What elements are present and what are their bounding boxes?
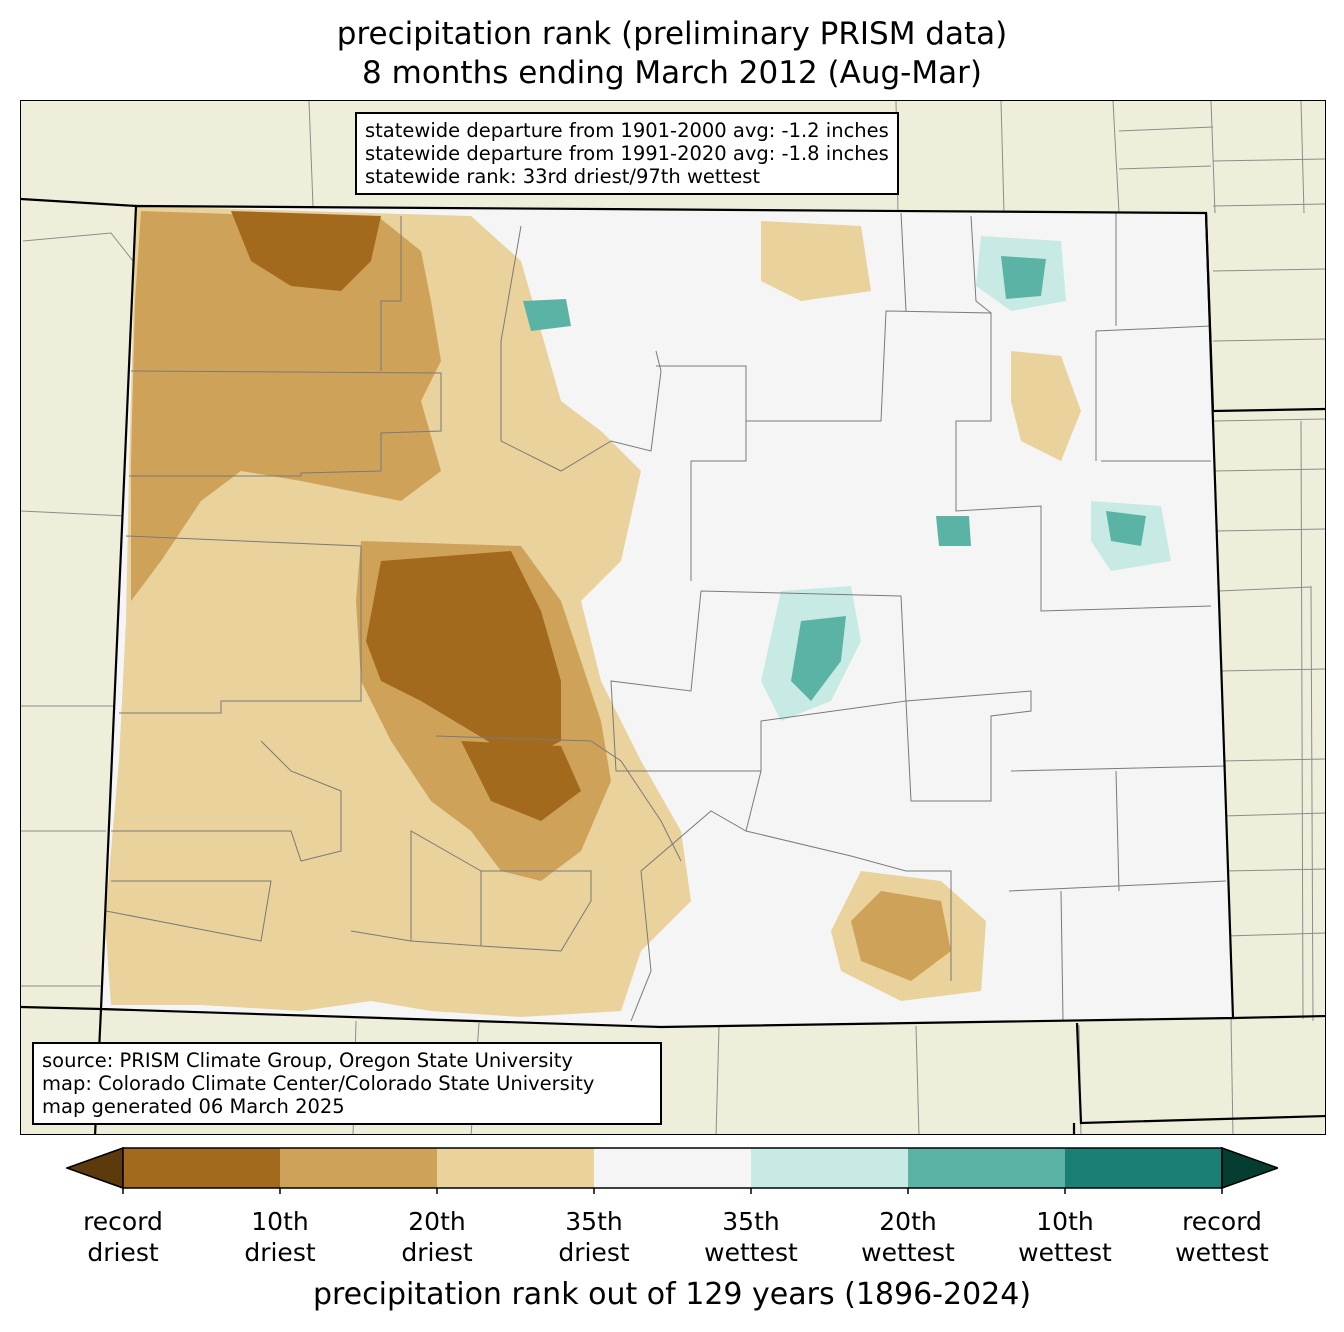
dry-regions bbox=[105, 206, 1081, 1017]
tick-label-line2: wettest bbox=[1018, 1238, 1112, 1267]
colorbar bbox=[66, 1146, 1278, 1194]
colorbar-tick-label: 20th wettest bbox=[828, 1206, 988, 1268]
wet-regions bbox=[523, 236, 1171, 721]
colorbar-outline bbox=[122, 1147, 1223, 1189]
tick-label-line2: wettest bbox=[704, 1238, 798, 1267]
tick-label-line2: wettest bbox=[861, 1238, 955, 1267]
stats-line-1991-2020: statewide departure from 1991-2020 avg: … bbox=[365, 142, 889, 165]
colorbar-tick-label: 35th driest bbox=[514, 1206, 674, 1268]
colorbar-segment bbox=[751, 1148, 908, 1188]
stats-line-rank: statewide rank: 33rd driest/97th wettest bbox=[365, 165, 761, 188]
tick-label-line1: 35th bbox=[722, 1207, 780, 1236]
dry-tier10-central bbox=[366, 551, 561, 761]
colorbar-tick-label: 10th wettest bbox=[985, 1206, 1145, 1268]
tick-label-line2: wettest bbox=[1175, 1238, 1269, 1267]
county-lines bbox=[105, 212, 1227, 1022]
colorbar-tick-label: 10th driest bbox=[200, 1206, 360, 1268]
tick-label-line2: driest bbox=[401, 1238, 473, 1267]
tick-label-line2: driest bbox=[244, 1238, 316, 1267]
colorbar-segment bbox=[1065, 1148, 1222, 1188]
tick-label-line1: 10th bbox=[1036, 1207, 1094, 1236]
colorbar-segment bbox=[594, 1148, 751, 1188]
tick-label-line2: driest bbox=[558, 1238, 630, 1267]
colorbar-label: precipitation rank out of 129 years (189… bbox=[312, 1277, 1032, 1312]
source-line-generated: map generated 06 March 2025 bbox=[42, 1095, 345, 1118]
colorbar-tick-label: 35th wettest bbox=[671, 1206, 831, 1268]
colorbar-tick-label: record wettest bbox=[1142, 1206, 1302, 1268]
tick-label-line1: 10th bbox=[251, 1207, 309, 1236]
wet-tier20-northeast bbox=[1001, 256, 1046, 299]
colorbar-segment bbox=[437, 1148, 594, 1188]
dry-tier10-north bbox=[231, 211, 381, 291]
tick-label-line1: 35th bbox=[565, 1207, 623, 1236]
statewide-stats-box: statewide departure from 1901-2000 avg: … bbox=[355, 112, 899, 195]
source-line-data: source: PRISM Climate Group, Oregon Stat… bbox=[42, 1049, 573, 1072]
map-title-line2: 8 months ending March 2012 (Aug-Mar) bbox=[362, 55, 982, 91]
tick-label-line1: record bbox=[1182, 1207, 1262, 1236]
dry-tier35-northeast bbox=[761, 221, 871, 301]
state-borders bbox=[21, 197, 1325, 1134]
dry-tier20-southeast bbox=[851, 891, 951, 981]
map-title-line1: precipitation rank (preliminary PRISM da… bbox=[336, 16, 1008, 52]
dry-tier20-northwest bbox=[131, 211, 441, 601]
wet-tier20-north bbox=[523, 299, 571, 331]
colorbar-arrow-low bbox=[66, 1146, 124, 1190]
stats-line-1901-2000: statewide departure from 1901-2000 avg: … bbox=[365, 119, 889, 142]
source-box: source: PRISM Climate Group, Oregon Stat… bbox=[32, 1042, 662, 1125]
wet-tier20-center bbox=[791, 616, 846, 701]
dry-tier10-south bbox=[461, 741, 581, 821]
colorbar-segment bbox=[123, 1148, 280, 1188]
colorbar-arrow-high bbox=[1221, 1146, 1278, 1190]
colorbar-tick-label: 20th driest bbox=[357, 1206, 517, 1268]
wet-tier20-east-2 bbox=[936, 516, 971, 546]
dry-tier35-east bbox=[1011, 351, 1081, 461]
colorbar-tick-label: record driest bbox=[43, 1206, 203, 1268]
colorbar-segment bbox=[280, 1148, 437, 1188]
tick-label-line2: driest bbox=[87, 1238, 159, 1267]
precipitation-rank-map bbox=[20, 100, 1326, 1135]
colorbar-segment bbox=[908, 1148, 1065, 1188]
wet-tier20-east bbox=[1106, 511, 1146, 546]
tick-label-line1: 20th bbox=[879, 1207, 937, 1236]
source-line-map: map: Colorado Climate Center/Colorado St… bbox=[42, 1072, 595, 1095]
tick-label-line1: 20th bbox=[408, 1207, 466, 1236]
tick-label-line1: record bbox=[83, 1207, 163, 1236]
